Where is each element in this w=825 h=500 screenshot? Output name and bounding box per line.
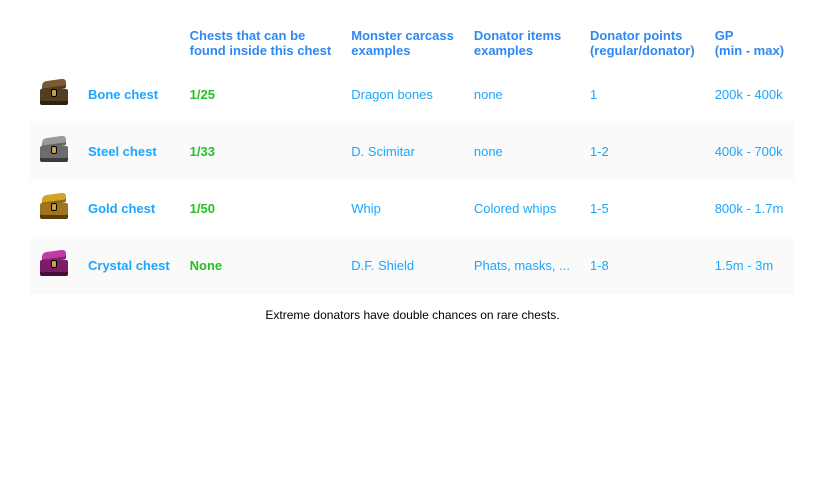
- header-monster: Monster carcass examples: [341, 20, 464, 66]
- header-line: Chests that can be: [190, 28, 306, 43]
- header-line: found inside this chest: [190, 43, 332, 58]
- donator-points-cell: 1-5: [580, 180, 705, 237]
- table-row: Steel chest1/33D. Scimitarnone1-2400k - …: [30, 123, 794, 180]
- table-body: Bone chest1/25Dragon bonesnone1200k - 40…: [30, 66, 794, 294]
- monster-examples-cell: Dragon bones: [341, 66, 464, 123]
- chest-name-cell: Bone chest: [78, 66, 180, 123]
- chests-inside-cell: 1/50: [180, 180, 342, 237]
- chest-icon: [40, 251, 68, 277]
- header-line: examples: [351, 43, 410, 58]
- header-line: (regular/donator): [590, 43, 695, 58]
- header-line: GP: [715, 28, 734, 43]
- monster-examples-cell: Whip: [341, 180, 464, 237]
- chest-name-cell: Gold chest: [78, 180, 180, 237]
- chests-inside-cell: None: [180, 237, 342, 294]
- header-line: examples: [474, 43, 533, 58]
- gp-cell: 400k - 700k: [705, 123, 794, 180]
- chest-icon-cell: [30, 123, 78, 180]
- gp-cell: 800k - 1.7m: [705, 180, 794, 237]
- chest-icon-cell: [30, 180, 78, 237]
- header-donator-items: Donator items examples: [464, 20, 580, 66]
- chest-icon: [40, 194, 68, 220]
- header-name: [78, 20, 180, 66]
- header-line: Donator points: [590, 28, 682, 43]
- chest-icon-cell: [30, 237, 78, 294]
- table-row: Crystal chestNoneD.F. ShieldPhats, masks…: [30, 237, 794, 294]
- chest-icon: [40, 80, 68, 106]
- header-line: (min - max): [715, 43, 784, 58]
- chest-name-cell: Crystal chest: [78, 237, 180, 294]
- table-header: Chests that can be found inside this che…: [30, 20, 794, 66]
- gp-cell: 200k - 400k: [705, 66, 794, 123]
- chest-icon-cell: [30, 66, 78, 123]
- donator-points-cell: 1: [580, 66, 705, 123]
- header-donator-points: Donator points (regular/donator): [580, 20, 705, 66]
- chest-name-cell: Steel chest: [78, 123, 180, 180]
- donator-points-cell: 1-8: [580, 237, 705, 294]
- header-chests-inside: Chests that can be found inside this che…: [180, 20, 342, 66]
- chest-table-container: Chests that can be found inside this che…: [0, 0, 825, 332]
- footnote: Extreme donators have double chances on …: [30, 294, 795, 322]
- donator-items-cell: Phats, masks, ...: [464, 237, 580, 294]
- header-line: Donator items: [474, 28, 561, 43]
- chests-inside-cell: 1/33: [180, 123, 342, 180]
- header-line: Monster carcass: [351, 28, 454, 43]
- table-row: Bone chest1/25Dragon bonesnone1200k - 40…: [30, 66, 794, 123]
- chest-icon: [40, 137, 68, 163]
- chest-table: Chests that can be found inside this che…: [30, 20, 794, 294]
- monster-examples-cell: D. Scimitar: [341, 123, 464, 180]
- header-gp: GP (min - max): [705, 20, 794, 66]
- header-icon: [30, 20, 78, 66]
- table-row: Gold chest1/50WhipColored whips1-5800k -…: [30, 180, 794, 237]
- donator-points-cell: 1-2: [580, 123, 705, 180]
- donator-items-cell: none: [464, 66, 580, 123]
- donator-items-cell: Colored whips: [464, 180, 580, 237]
- donator-items-cell: none: [464, 123, 580, 180]
- gp-cell: 1.5m - 3m: [705, 237, 794, 294]
- chests-inside-cell: 1/25: [180, 66, 342, 123]
- monster-examples-cell: D.F. Shield: [341, 237, 464, 294]
